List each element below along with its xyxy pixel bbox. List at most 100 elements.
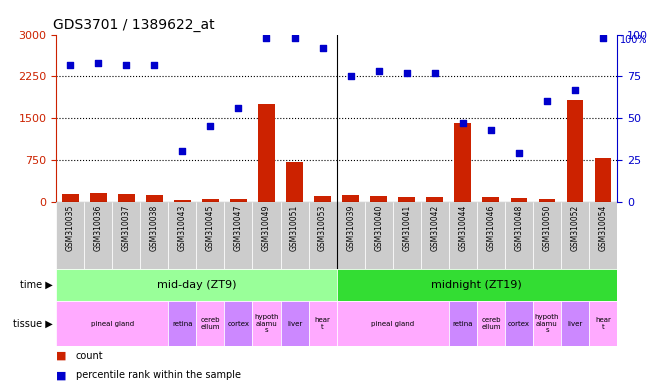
Text: GSM310049: GSM310049 (262, 205, 271, 252)
Bar (449, 301, 477, 346)
Text: count: count (76, 351, 104, 361)
Text: GSM310052: GSM310052 (570, 205, 579, 251)
Text: GSM310042: GSM310042 (430, 205, 440, 251)
Bar (477, 301, 505, 346)
Bar (533, 202, 561, 269)
Bar (280, 301, 309, 346)
Bar (90, 193, 106, 202)
Text: time ▶: time ▶ (20, 280, 53, 290)
Point (486, 127, 496, 133)
Bar (117, 194, 135, 202)
Text: GSM310051: GSM310051 (290, 205, 299, 251)
Text: GSM310040: GSM310040 (374, 205, 383, 252)
Point (177, 149, 187, 155)
Text: cortex: cortex (228, 321, 249, 326)
Text: retina: retina (172, 321, 193, 326)
Bar (56, 301, 168, 346)
Bar (421, 202, 449, 269)
Bar (505, 202, 533, 269)
Bar (589, 301, 617, 346)
Bar (230, 199, 247, 202)
Bar (202, 199, 218, 202)
Text: hypoth
alamu
s: hypoth alamu s (535, 314, 559, 333)
Bar (252, 301, 280, 346)
Point (65, 61, 75, 68)
Bar (258, 104, 275, 202)
Bar (168, 301, 197, 346)
Bar (56, 269, 337, 301)
Text: GSM310041: GSM310041 (402, 205, 411, 251)
Bar (337, 202, 365, 269)
Point (345, 73, 356, 79)
Text: cereb
ellum: cereb ellum (201, 317, 220, 330)
Bar (589, 202, 617, 269)
Bar (84, 202, 112, 269)
Text: retina: retina (453, 321, 473, 326)
Point (317, 45, 328, 51)
Text: pineal gland: pineal gland (371, 321, 414, 326)
Bar (505, 301, 533, 346)
Text: GSM310043: GSM310043 (178, 205, 187, 252)
Bar (174, 200, 191, 202)
Text: hear
t: hear t (595, 317, 611, 330)
Bar (146, 195, 163, 202)
Bar (337, 301, 449, 346)
Text: GSM310036: GSM310036 (94, 205, 103, 252)
Text: ■: ■ (56, 351, 67, 361)
Text: hear
t: hear t (315, 317, 331, 330)
Bar (365, 202, 393, 269)
Bar (252, 202, 280, 269)
Text: GSM310047: GSM310047 (234, 205, 243, 252)
Text: pineal gland: pineal gland (90, 321, 134, 326)
Text: percentile rank within the sample: percentile rank within the sample (76, 370, 241, 380)
Text: cortex: cortex (508, 321, 530, 326)
Bar (393, 202, 421, 269)
Bar (561, 202, 589, 269)
Text: GSM310039: GSM310039 (346, 205, 355, 252)
Point (401, 70, 412, 76)
Bar (533, 301, 561, 346)
Bar (398, 197, 415, 202)
Bar (56, 202, 84, 269)
Bar (224, 202, 252, 269)
Text: GSM310044: GSM310044 (458, 205, 467, 252)
Text: GSM310050: GSM310050 (543, 205, 552, 252)
Text: GSM310045: GSM310045 (206, 205, 215, 252)
Text: tissue ▶: tissue ▶ (13, 318, 53, 329)
Point (457, 120, 468, 126)
Bar (280, 202, 309, 269)
Bar (168, 202, 197, 269)
Text: GSM310038: GSM310038 (150, 205, 159, 251)
Text: ■: ■ (56, 370, 67, 380)
Text: midnight (ZT19): midnight (ZT19) (432, 280, 522, 290)
Text: GSM310046: GSM310046 (486, 205, 496, 252)
Point (205, 123, 216, 129)
Text: hypoth
alamu
s: hypoth alamu s (254, 314, 279, 333)
Bar (449, 202, 477, 269)
Text: liver: liver (287, 321, 302, 326)
Text: GSM310037: GSM310037 (121, 205, 131, 252)
Text: liver: liver (568, 321, 583, 326)
Point (93, 60, 104, 66)
Text: mid-day (ZT9): mid-day (ZT9) (156, 280, 236, 290)
Point (149, 61, 160, 68)
Bar (566, 100, 583, 202)
Point (261, 35, 272, 41)
Point (430, 70, 440, 76)
Bar (314, 196, 331, 202)
Text: GSM310053: GSM310053 (318, 205, 327, 252)
Text: GDS3701 / 1389622_at: GDS3701 / 1389622_at (53, 18, 215, 32)
Bar (224, 301, 252, 346)
Text: GSM310054: GSM310054 (599, 205, 608, 252)
Bar (140, 202, 168, 269)
Bar (62, 194, 79, 202)
Bar (482, 197, 499, 202)
Bar (370, 196, 387, 202)
Bar (561, 301, 589, 346)
Point (233, 105, 244, 111)
Text: 100%: 100% (620, 35, 647, 45)
Point (121, 61, 131, 68)
Bar (426, 197, 443, 202)
Point (598, 35, 609, 41)
Bar (197, 301, 224, 346)
